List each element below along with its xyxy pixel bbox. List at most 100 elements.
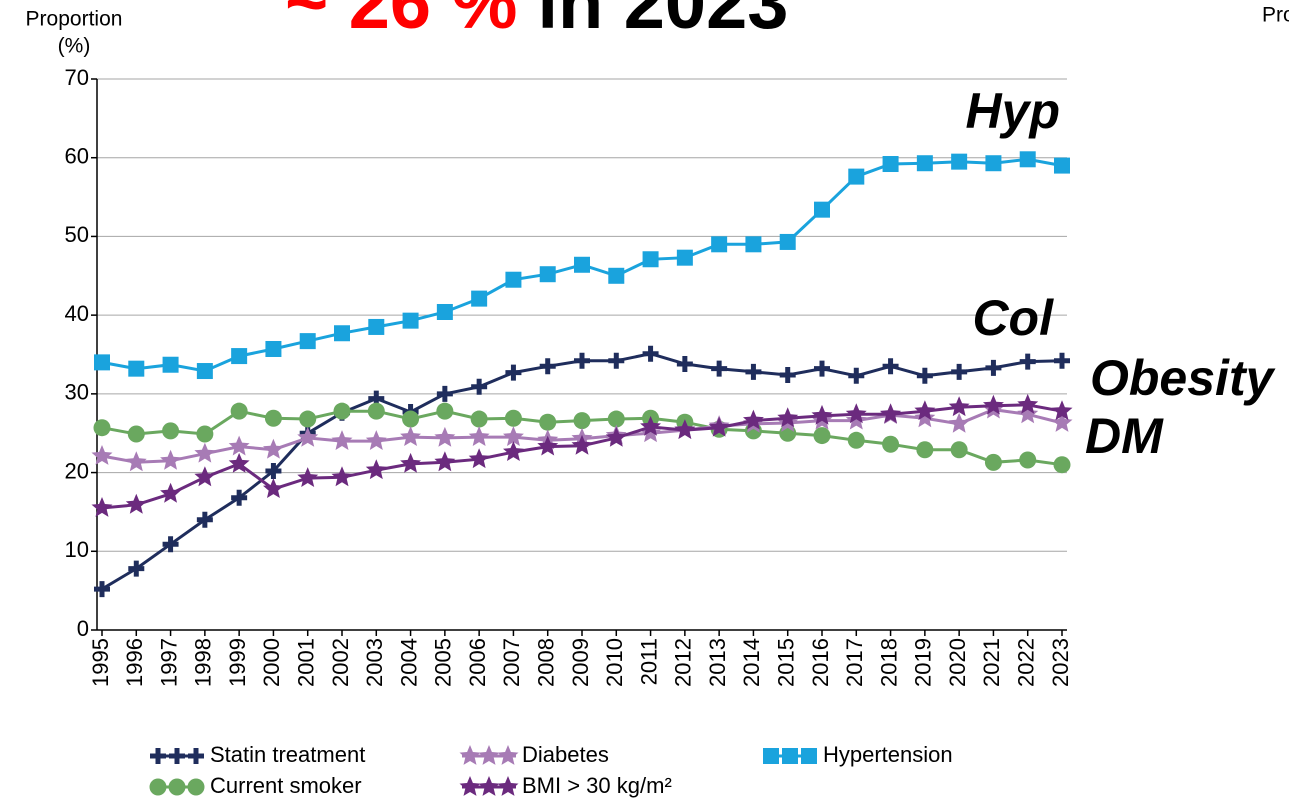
marker bbox=[194, 442, 216, 463]
legend-marker bbox=[169, 748, 185, 764]
legend-marker bbox=[187, 778, 205, 796]
x-tick-label: 2017 bbox=[842, 638, 867, 687]
marker bbox=[196, 425, 214, 443]
y-tick-label: 50 bbox=[65, 222, 89, 247]
legend-label: Hypertension bbox=[823, 742, 953, 767]
marker bbox=[265, 462, 282, 479]
marker bbox=[847, 431, 865, 449]
marker bbox=[882, 435, 900, 453]
marker bbox=[948, 396, 970, 417]
marker bbox=[608, 352, 625, 369]
marker bbox=[436, 385, 453, 402]
y-tick-label: 60 bbox=[65, 144, 89, 169]
marker bbox=[231, 489, 248, 506]
marker bbox=[574, 256, 590, 273]
marker bbox=[951, 363, 968, 380]
marker bbox=[334, 325, 350, 342]
x-tick-label: 2012 bbox=[671, 638, 696, 687]
marker bbox=[503, 426, 524, 446]
marker bbox=[504, 409, 522, 427]
y-tick-label: 10 bbox=[65, 537, 89, 562]
marker bbox=[983, 394, 1004, 415]
marker bbox=[299, 333, 316, 350]
marker bbox=[985, 359, 1002, 376]
marker bbox=[436, 402, 454, 420]
marker bbox=[297, 426, 319, 447]
x-tick-label: 1999 bbox=[225, 638, 250, 687]
marker bbox=[471, 378, 488, 395]
marker bbox=[916, 441, 934, 459]
marker bbox=[368, 318, 385, 335]
marker bbox=[676, 355, 693, 372]
x-tick-label: 2011 bbox=[636, 638, 661, 685]
marker bbox=[1051, 400, 1073, 421]
marker bbox=[468, 426, 490, 446]
marker bbox=[367, 402, 385, 420]
marker bbox=[882, 156, 899, 173]
marker bbox=[127, 425, 145, 443]
annotation: Hyp bbox=[966, 83, 1060, 139]
marker bbox=[125, 493, 147, 514]
marker bbox=[365, 459, 387, 480]
legend-marker bbox=[497, 745, 519, 765]
x-tick-label: 2016 bbox=[808, 638, 833, 687]
marker bbox=[950, 441, 968, 459]
y-axis-label: (%) bbox=[58, 35, 91, 58]
marker bbox=[882, 358, 899, 375]
legend-marker bbox=[478, 745, 500, 765]
marker bbox=[1019, 151, 1036, 168]
legend-marker bbox=[150, 748, 166, 764]
marker bbox=[368, 390, 385, 407]
marker bbox=[1019, 353, 1036, 370]
x-tick-label: 2021 bbox=[979, 638, 1004, 687]
marker bbox=[914, 407, 936, 428]
chart-title: ~ 26 % in 2023 bbox=[285, 0, 788, 44]
legend-marker bbox=[497, 776, 519, 796]
marker bbox=[263, 438, 284, 459]
legend-label: Statin treatment bbox=[210, 742, 365, 767]
marker bbox=[1054, 352, 1070, 369]
marker bbox=[331, 466, 353, 487]
legend-marker bbox=[459, 745, 481, 765]
marker bbox=[1017, 393, 1039, 414]
marker bbox=[539, 413, 557, 431]
x-tick-label: 2009 bbox=[568, 638, 593, 687]
marker bbox=[263, 478, 284, 498]
marker bbox=[162, 536, 179, 553]
marker bbox=[880, 403, 901, 424]
x-tick-label: 2007 bbox=[499, 638, 524, 687]
marker bbox=[745, 236, 762, 253]
x-tick-label: 1995 bbox=[88, 638, 113, 687]
legend-marker bbox=[801, 748, 817, 764]
x-tick-label: 2018 bbox=[876, 638, 901, 687]
marker bbox=[333, 402, 351, 420]
marker bbox=[811, 404, 833, 425]
marker bbox=[539, 358, 556, 375]
marker bbox=[93, 419, 111, 437]
marker bbox=[503, 441, 524, 461]
marker bbox=[196, 511, 213, 528]
marker bbox=[948, 412, 970, 433]
marker bbox=[299, 410, 317, 428]
marker bbox=[711, 360, 728, 377]
marker bbox=[708, 416, 730, 437]
marker bbox=[848, 367, 865, 384]
marker bbox=[574, 352, 590, 369]
marker bbox=[573, 412, 591, 430]
marker bbox=[1053, 456, 1071, 474]
y-tick-label: 30 bbox=[65, 380, 89, 405]
marker bbox=[608, 267, 625, 284]
marker bbox=[642, 345, 659, 362]
marker bbox=[984, 453, 1002, 471]
marker bbox=[640, 415, 661, 436]
x-tick-label: 1997 bbox=[156, 638, 181, 687]
marker bbox=[848, 168, 865, 185]
marker bbox=[914, 400, 936, 421]
x-tick-label: 2005 bbox=[431, 638, 456, 687]
marker bbox=[845, 403, 867, 424]
legend-marker bbox=[782, 748, 798, 764]
marker bbox=[505, 364, 522, 381]
y-tick-label: 0 bbox=[77, 616, 89, 641]
x-tick-label: 2003 bbox=[362, 638, 387, 687]
x-tick-label: 2002 bbox=[328, 638, 353, 687]
